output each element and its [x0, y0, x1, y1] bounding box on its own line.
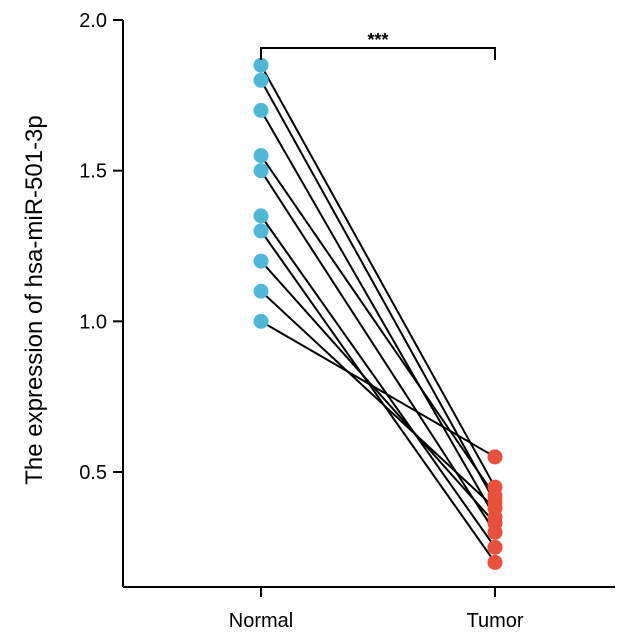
tumor-point — [487, 515, 503, 531]
y-tick-label: 0.5 — [79, 462, 107, 484]
tumor-point — [487, 488, 503, 504]
normal-point — [253, 208, 269, 224]
pair-line — [260, 64, 496, 488]
data-points — [253, 57, 503, 570]
pair-line — [260, 170, 496, 533]
x-ticks: Normal Tumor — [229, 587, 524, 632]
axes — [122, 20, 615, 588]
y-tick-label: 1.5 — [79, 161, 107, 183]
pair-lines — [260, 64, 496, 563]
normal-point — [253, 223, 269, 239]
pair-line — [260, 320, 496, 458]
y-tick-label: 1.0 — [79, 311, 107, 333]
x-tick-label-normal: Normal — [229, 610, 293, 632]
pair-line — [260, 290, 496, 509]
normal-point — [253, 57, 269, 73]
normal-point — [253, 283, 269, 299]
tumor-point — [487, 449, 503, 465]
significance-bracket-line — [260, 47, 496, 60]
tumor-point — [487, 554, 503, 570]
pair-line — [260, 155, 496, 497]
pair-line — [260, 109, 496, 518]
significance-label: *** — [367, 30, 388, 50]
x-tick-label-tumor: Tumor — [466, 610, 523, 632]
pair-line — [260, 230, 496, 563]
pair-line — [260, 215, 496, 548]
normal-point — [253, 148, 269, 164]
normal-point — [253, 102, 269, 118]
y-axis-title: The expression of hsa-miR-501-3p — [21, 115, 48, 485]
normal-point — [253, 163, 269, 179]
pair-line — [260, 260, 496, 524]
pair-line — [260, 79, 496, 503]
y-tick-label: 2.0 — [79, 10, 107, 32]
normal-point — [253, 253, 269, 269]
tumor-point — [487, 500, 503, 516]
y-ticks: 0.5 1.0 1.5 2.0 — [79, 10, 123, 484]
tumor-point — [487, 539, 503, 555]
significance-bracket: *** — [260, 30, 496, 60]
normal-point — [253, 72, 269, 88]
normal-point — [253, 313, 269, 329]
